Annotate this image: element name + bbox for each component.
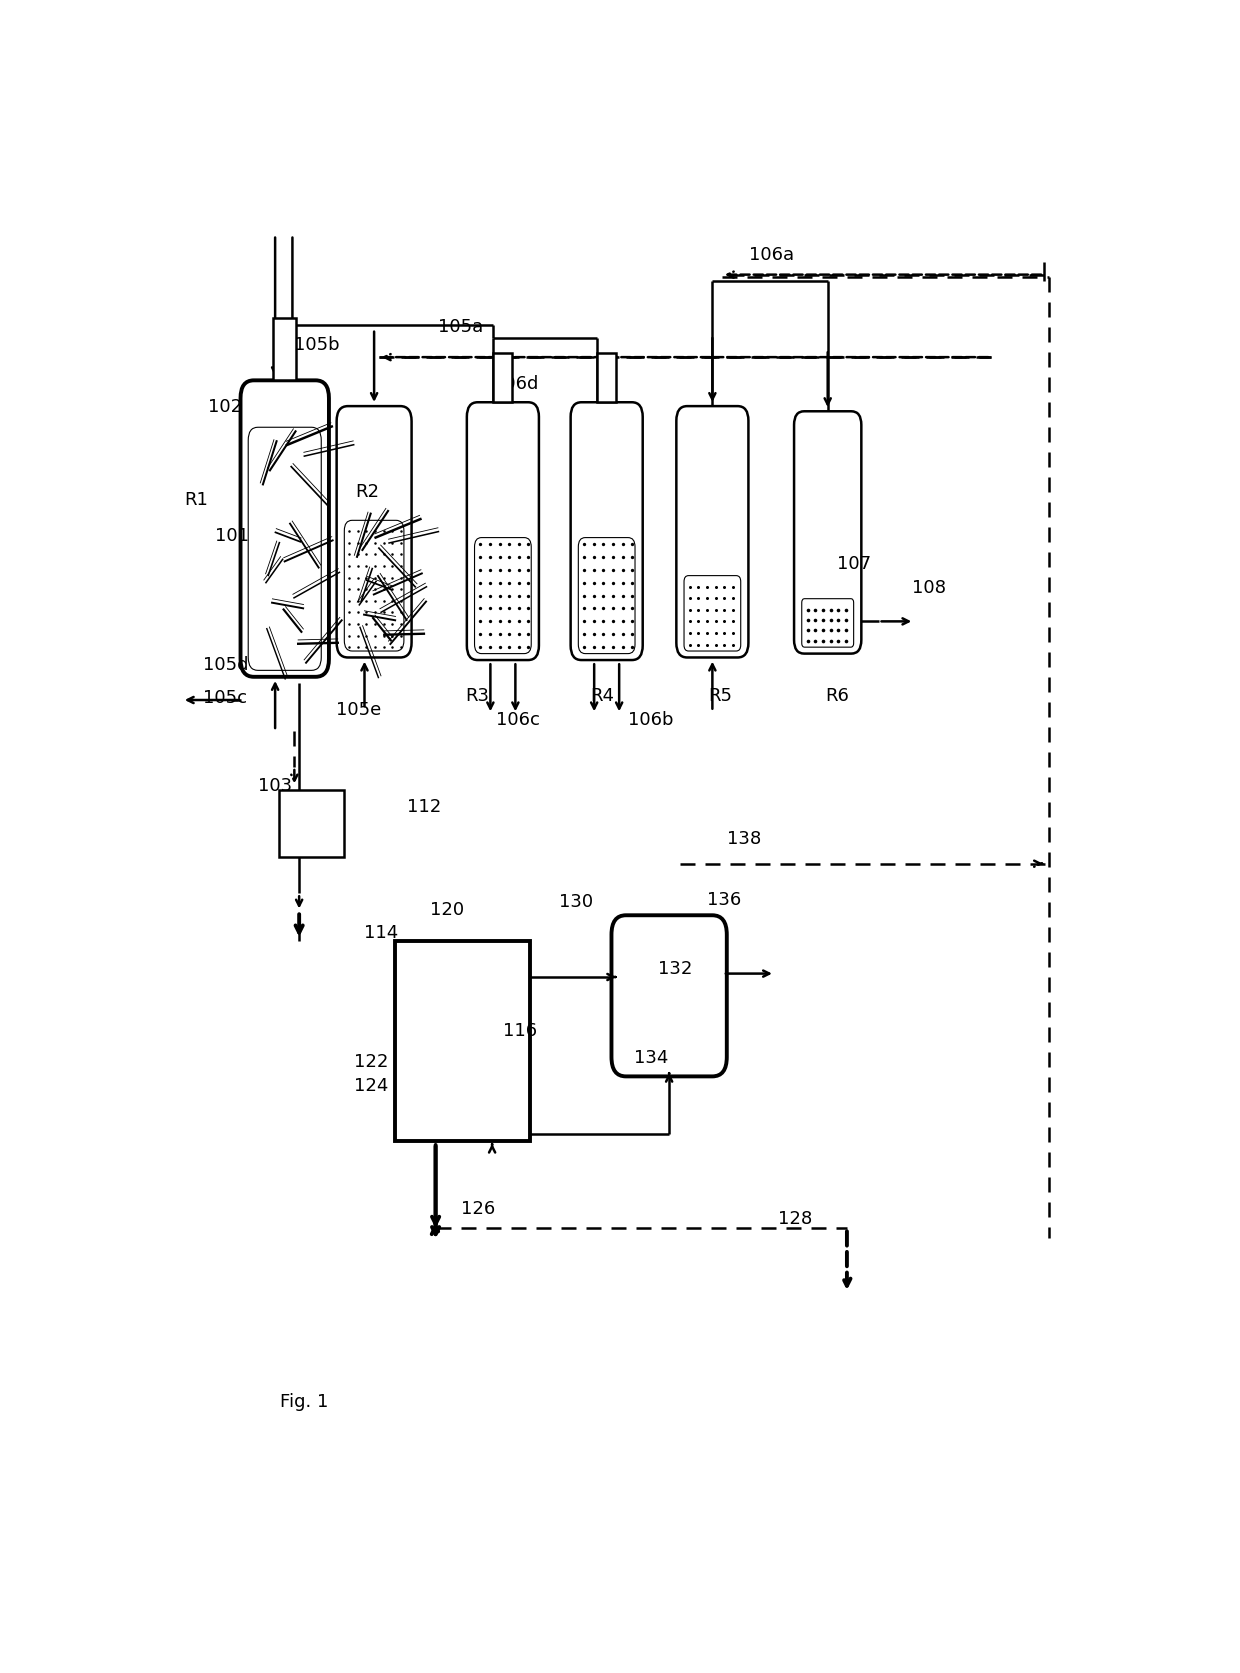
Text: 126: 126	[460, 1200, 495, 1218]
FancyBboxPatch shape	[684, 576, 740, 651]
Text: 132: 132	[657, 960, 692, 977]
FancyBboxPatch shape	[802, 599, 853, 647]
Text: 128: 128	[777, 1210, 812, 1228]
Text: 105c: 105c	[203, 689, 247, 708]
Text: 101: 101	[215, 527, 248, 545]
Text: 106d: 106d	[494, 375, 538, 393]
FancyBboxPatch shape	[578, 539, 635, 654]
FancyBboxPatch shape	[794, 412, 862, 654]
Text: 112: 112	[407, 798, 441, 815]
Text: 105e: 105e	[336, 701, 381, 719]
Bar	[396, 942, 529, 1141]
Text: R6: R6	[825, 686, 848, 704]
Text: 130: 130	[558, 893, 593, 910]
Text: 107: 107	[837, 555, 872, 574]
Bar	[273, 320, 296, 381]
Text: R2: R2	[355, 483, 379, 500]
Text: R3: R3	[465, 686, 490, 704]
FancyBboxPatch shape	[466, 403, 539, 661]
Text: 108: 108	[913, 579, 946, 596]
Text: 105b: 105b	[294, 336, 340, 355]
Bar	[279, 791, 345, 858]
Text: 106c: 106c	[496, 711, 541, 729]
FancyBboxPatch shape	[345, 520, 404, 651]
Text: R4: R4	[590, 686, 614, 704]
Text: 120: 120	[430, 900, 464, 918]
Text: 124: 124	[353, 1077, 388, 1094]
FancyBboxPatch shape	[475, 539, 531, 654]
Text: 105a: 105a	[439, 318, 484, 336]
FancyBboxPatch shape	[676, 407, 749, 657]
Text: 106a: 106a	[749, 246, 794, 264]
FancyBboxPatch shape	[336, 407, 412, 657]
FancyBboxPatch shape	[248, 428, 321, 671]
Text: 106b: 106b	[627, 711, 673, 729]
Text: R5: R5	[708, 686, 733, 704]
Text: 116: 116	[503, 1022, 537, 1039]
Text: 136: 136	[707, 890, 740, 908]
Bar	[596, 355, 616, 403]
FancyBboxPatch shape	[611, 915, 727, 1077]
Text: 105d: 105d	[203, 656, 248, 674]
Text: 138: 138	[727, 830, 761, 848]
Text: R1: R1	[184, 490, 208, 509]
FancyBboxPatch shape	[241, 381, 329, 678]
Text: 134: 134	[634, 1049, 668, 1066]
Text: Fig. 1: Fig. 1	[280, 1392, 329, 1410]
Text: 102: 102	[208, 398, 242, 417]
Text: 122: 122	[353, 1052, 388, 1071]
Bar	[494, 355, 512, 403]
Text: 114: 114	[365, 923, 399, 942]
FancyBboxPatch shape	[570, 403, 642, 661]
Text: 103: 103	[258, 776, 291, 795]
